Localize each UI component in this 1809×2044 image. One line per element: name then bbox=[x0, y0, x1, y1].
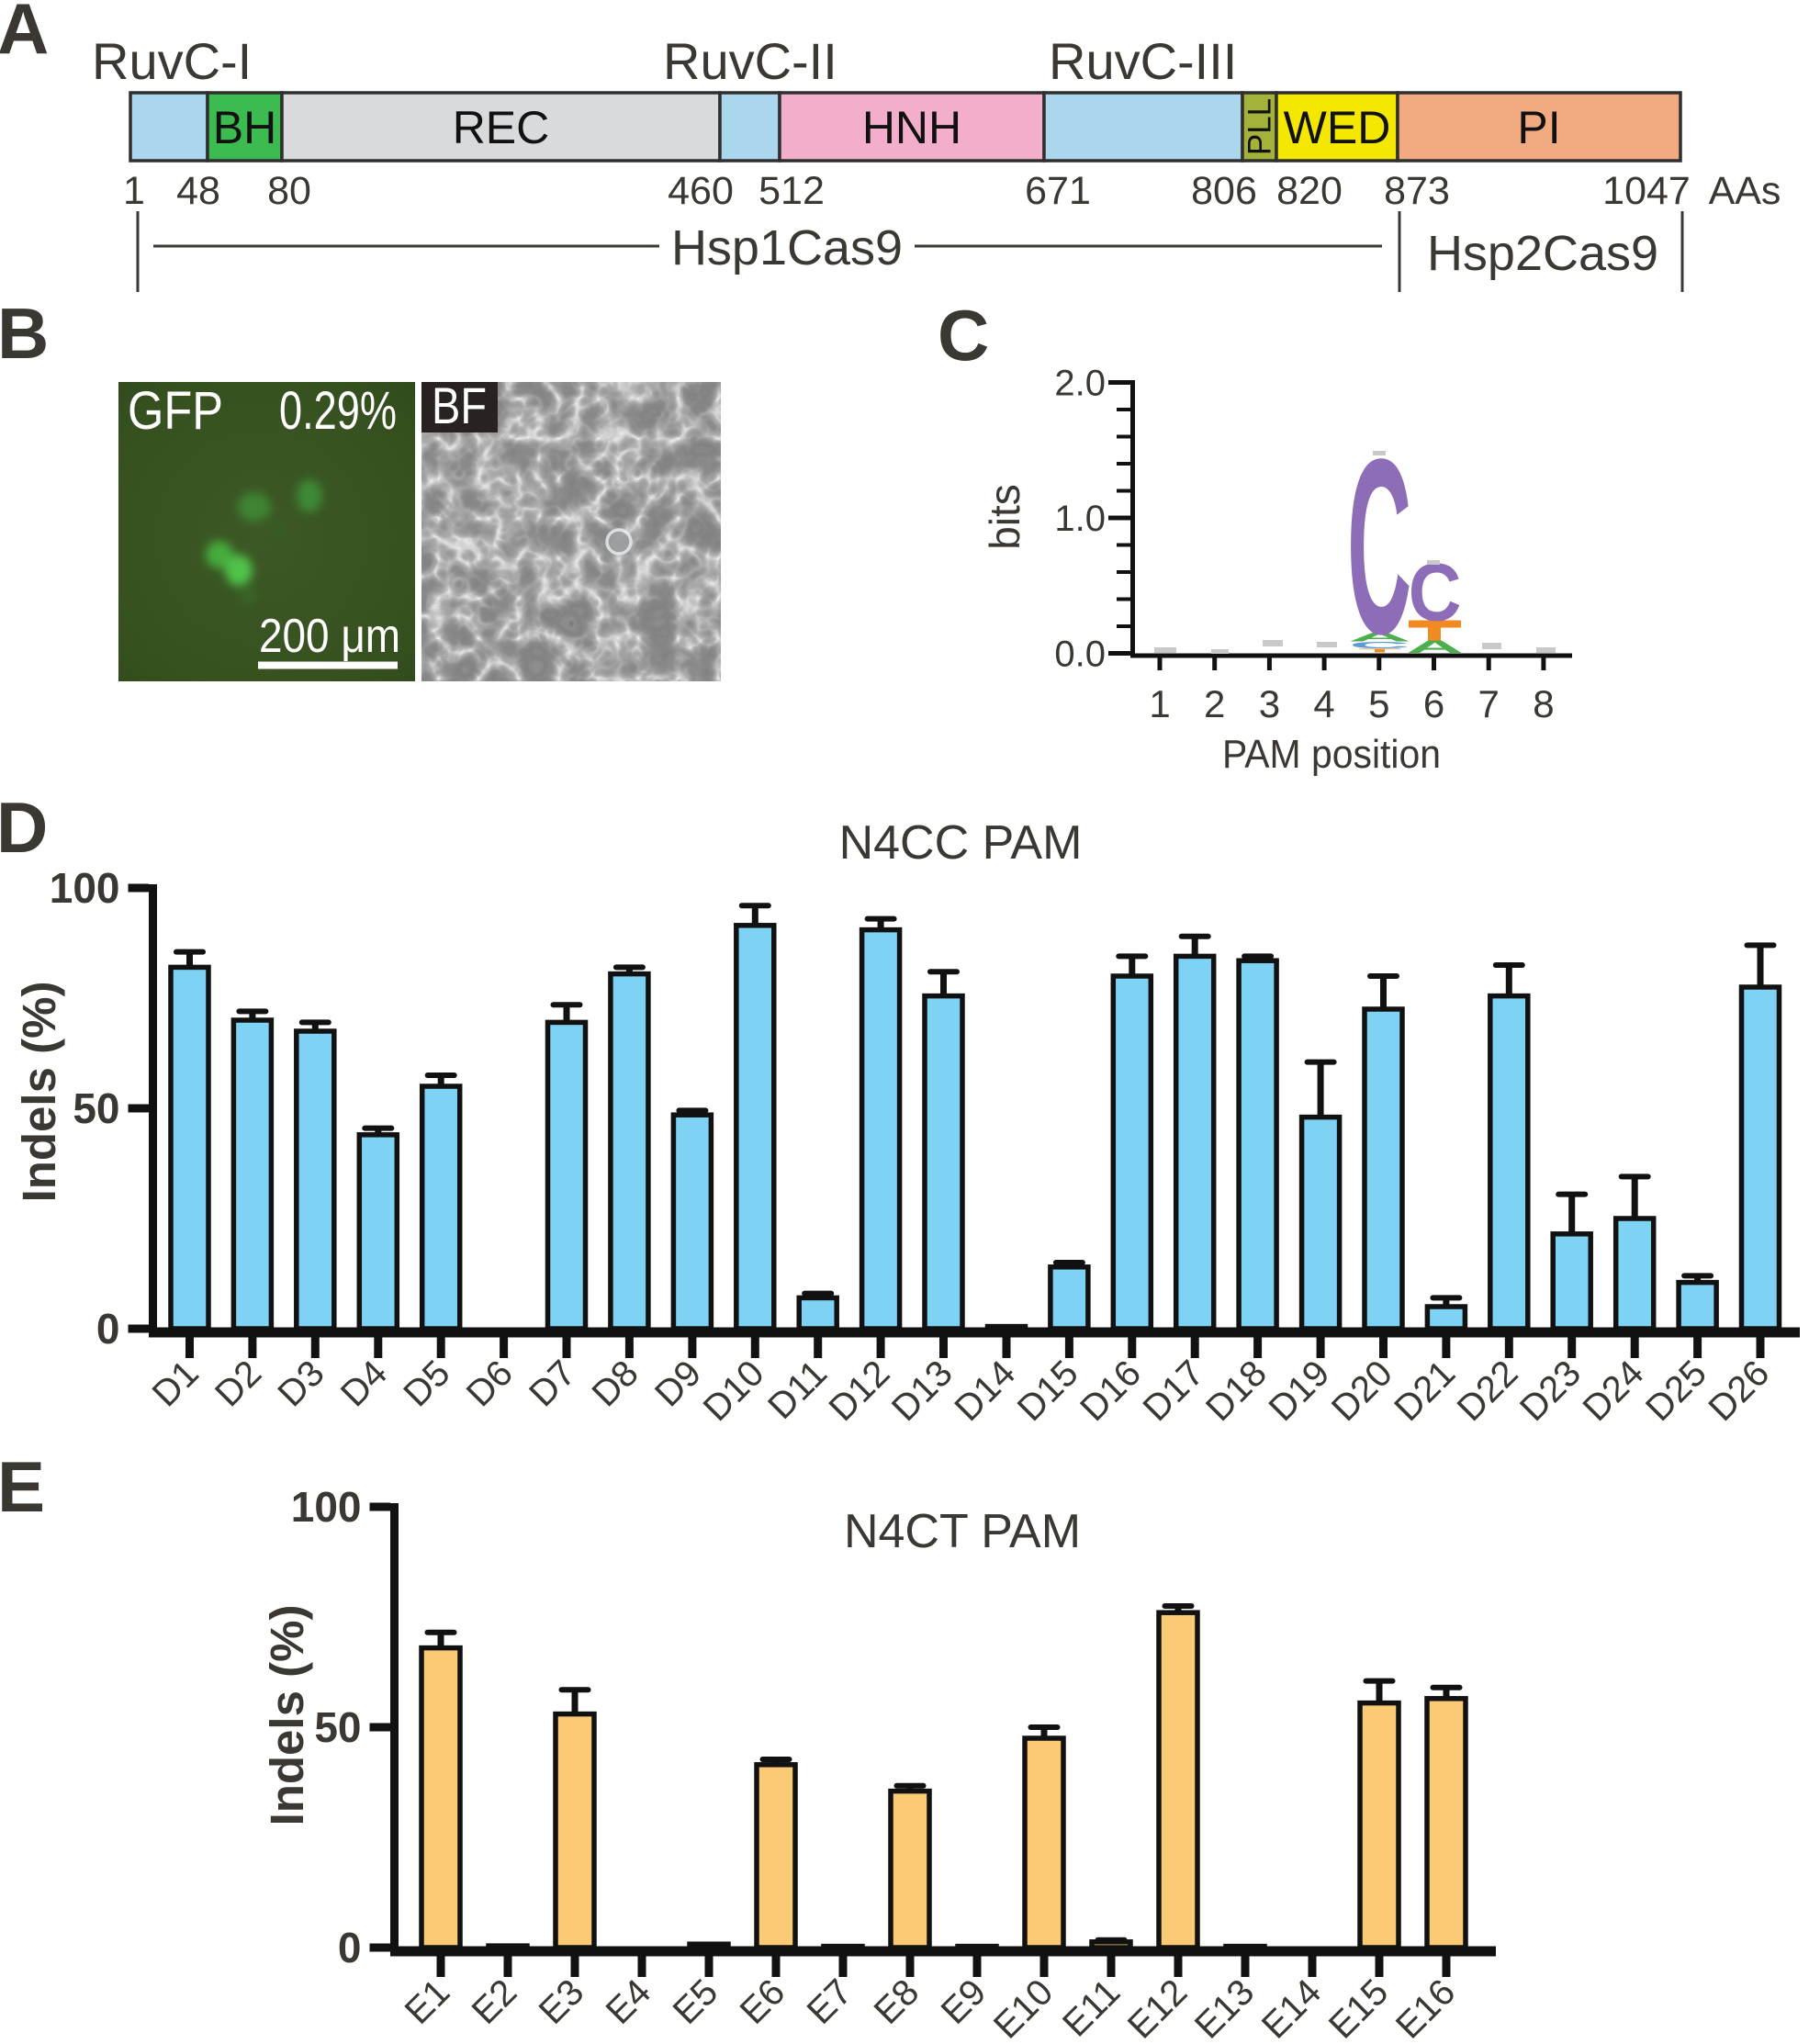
svg-text:8: 8 bbox=[1533, 682, 1554, 725]
svg-text:AAs: AAs bbox=[1709, 169, 1781, 213]
svg-text:1: 1 bbox=[123, 169, 145, 213]
svg-text:806: 806 bbox=[1191, 169, 1257, 213]
svg-text:0: 0 bbox=[96, 1305, 120, 1353]
svg-text:80: 80 bbox=[267, 169, 311, 213]
svg-text:100: 100 bbox=[291, 1483, 362, 1531]
svg-text:N4CC PAM: N4CC PAM bbox=[839, 816, 1083, 870]
svg-text:50: 50 bbox=[73, 1084, 119, 1132]
svg-text:N4CT PAM: N4CT PAM bbox=[844, 1505, 1081, 1558]
svg-text:PI: PI bbox=[1517, 102, 1560, 153]
svg-text:0: 0 bbox=[338, 1924, 362, 1971]
svg-text:5: 5 bbox=[1368, 682, 1389, 725]
svg-text:T: T bbox=[1358, 647, 1401, 653]
svg-text:A: A bbox=[0, 0, 49, 69]
svg-text:GFP: GFP bbox=[128, 381, 223, 441]
svg-text:0.29%: 0.29% bbox=[279, 381, 397, 441]
svg-text:A: A bbox=[1348, 630, 1411, 644]
svg-text:671: 671 bbox=[1025, 169, 1091, 213]
svg-text:200 μm: 200 μm bbox=[259, 610, 400, 663]
svg-text:2.0: 2.0 bbox=[1054, 364, 1106, 404]
svg-text:820: 820 bbox=[1276, 169, 1343, 213]
svg-text:A: A bbox=[1406, 636, 1463, 657]
svg-text:7: 7 bbox=[1478, 682, 1500, 725]
svg-text:50: 50 bbox=[314, 1703, 361, 1751]
svg-text:bits: bits bbox=[981, 484, 1028, 550]
svg-text:100: 100 bbox=[50, 864, 120, 912]
svg-text:D: D bbox=[0, 787, 48, 868]
svg-text:RuvC-II: RuvC-II bbox=[663, 32, 837, 90]
svg-text:1: 1 bbox=[1149, 682, 1170, 725]
svg-text:4: 4 bbox=[1313, 682, 1334, 725]
svg-text:C: C bbox=[938, 295, 989, 376]
svg-text:BF: BF bbox=[432, 376, 487, 434]
svg-text:Indels (%): Indels (%) bbox=[13, 982, 65, 1203]
svg-text:HNH: HNH bbox=[862, 102, 961, 153]
svg-text:1047: 1047 bbox=[1602, 169, 1691, 213]
svg-text:Hsp2Cas9: Hsp2Cas9 bbox=[1427, 226, 1658, 281]
svg-text:873: 873 bbox=[1384, 169, 1450, 213]
svg-text:E: E bbox=[0, 1446, 45, 1527]
svg-text:C: C bbox=[1349, 640, 1410, 650]
svg-text:PAM position: PAM position bbox=[1222, 732, 1441, 777]
svg-text:3: 3 bbox=[1259, 682, 1280, 725]
svg-text:512: 512 bbox=[758, 169, 825, 213]
svg-text:Indels (%): Indels (%) bbox=[261, 1605, 313, 1826]
svg-text:WED: WED bbox=[1284, 102, 1391, 153]
svg-text:1.0: 1.0 bbox=[1054, 499, 1106, 539]
svg-text:B: B bbox=[0, 293, 49, 374]
svg-text:RuvC-III: RuvC-III bbox=[1049, 32, 1237, 90]
svg-text:460: 460 bbox=[668, 169, 734, 213]
svg-text:2: 2 bbox=[1204, 682, 1225, 725]
svg-text:0.0: 0.0 bbox=[1054, 635, 1106, 675]
svg-text:48: 48 bbox=[176, 169, 220, 213]
svg-text:REC: REC bbox=[453, 102, 550, 153]
svg-text:PLL: PLL bbox=[1242, 98, 1278, 155]
svg-text:Hsp1Cas9: Hsp1Cas9 bbox=[671, 220, 903, 275]
svg-text:C: C bbox=[1347, 408, 1411, 687]
svg-text:BH: BH bbox=[213, 102, 276, 153]
svg-text:6: 6 bbox=[1423, 682, 1444, 725]
svg-text:RuvC-I: RuvC-I bbox=[92, 32, 252, 90]
